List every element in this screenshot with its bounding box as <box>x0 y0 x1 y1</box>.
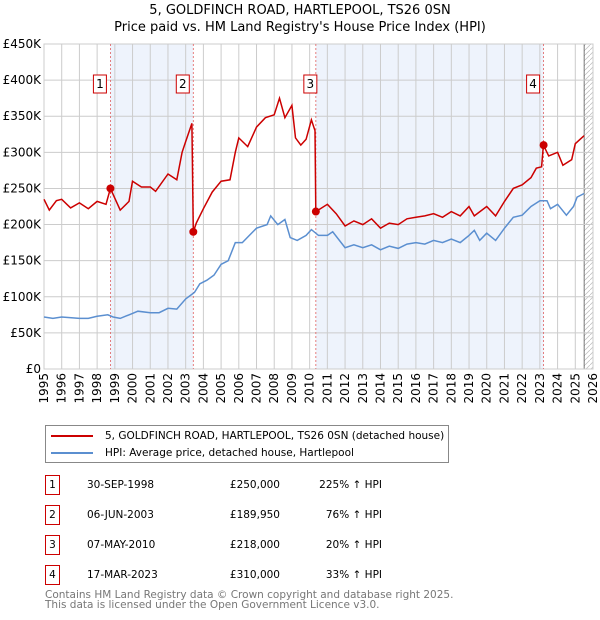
x-tick-label: 2009 <box>285 373 299 404</box>
y-tick-label: £400K <box>3 73 43 87</box>
sale-row: 3 07-MAY-2010 £218,000 20% ↑ HPI <box>45 535 465 555</box>
x-tick-label: 2021 <box>497 373 511 404</box>
property-price-line <box>43 95 585 233</box>
sale-number-badge: 1 <box>45 475 60 495</box>
x-tick-label: 2013 <box>356 373 370 404</box>
sale-price: £218,000 <box>229 539 280 551</box>
forecast-hatch <box>584 44 593 369</box>
sale-row: 2 06-JUN-2003 £189,950 76% ↑ HPI <box>45 505 465 525</box>
x-tick-label: 2000 <box>126 373 140 404</box>
sale-price: £250,000 <box>229 479 280 491</box>
plot-frame <box>43 43 594 370</box>
sale-number-badge: 4 <box>45 565 60 585</box>
x-tick-label: 1997 <box>72 373 86 404</box>
sale-label-number: 2 <box>179 77 187 91</box>
sale-hpi-change: 20% ↑ HPI <box>325 539 382 551</box>
legend-swatch-hpi <box>51 452 93 454</box>
sale-date: 30-SEP-1998 <box>87 479 155 491</box>
x-tick-label: 2002 <box>161 373 175 404</box>
x-tick-label: 2026 <box>586 373 600 404</box>
sale-label-box <box>526 74 541 94</box>
x-tick-label: 2004 <box>196 373 210 404</box>
sale-hpi-change: 76% ↑ HPI <box>325 509 382 521</box>
sale-label-box <box>175 74 190 94</box>
x-tick-label: 2010 <box>303 373 317 404</box>
x-tick-label: 1996 <box>55 373 69 404</box>
x-tick-label: 1999 <box>108 373 122 404</box>
x-tick-label: 2012 <box>338 373 352 404</box>
sale-point <box>539 141 548 150</box>
x-tick-label: 2020 <box>480 373 494 404</box>
sale-row: 1 30-SEP-1998 £250,000 225% ↑ HPI <box>45 475 465 495</box>
y-tick-label: £200K <box>3 218 43 232</box>
y-tick-label: £50K <box>10 326 42 340</box>
footer-line-2: This data is licensed under the Open Gov… <box>45 599 380 611</box>
x-tick-label: 1998 <box>90 373 104 404</box>
x-tick-label: 2017 <box>427 373 441 404</box>
y-tick-label: £100K <box>3 290 43 304</box>
sale-date: 17-MAR-2023 <box>87 569 158 581</box>
x-tick-label: 2003 <box>179 373 193 404</box>
x-tick-label: 1995 <box>37 373 51 404</box>
x-tick-label: 2024 <box>551 373 565 404</box>
chart-title: 5, GOLDFINCH ROAD, HARTLEPOOL, TS26 0SN <box>149 3 451 18</box>
y-tick-label: £250K <box>3 181 43 195</box>
sale-number-badge: 2 <box>45 505 60 525</box>
sale-hpi-change: 225% ↑ HPI <box>319 479 382 491</box>
y-tick-label: £300K <box>3 145 43 159</box>
x-tick-label: 2019 <box>462 373 476 404</box>
price-chart: £0 £50K £100K £150K £200K £250K £300K £350K £400… <box>3 37 600 404</box>
sale-date: 06-JUN-2003 <box>87 509 154 521</box>
y-tick-label: £150K <box>3 254 43 268</box>
sale-point <box>189 227 198 236</box>
chart-subtitle: Price paid vs. HM Land Registry's House … <box>114 20 486 35</box>
x-tick-label: 2005 <box>214 373 228 404</box>
y-tick-label: £450K <box>3 37 43 51</box>
y-tick-label: £350K <box>3 109 43 123</box>
legend-label-hpi: HPI: Average price, detached house, Hart… <box>105 447 354 459</box>
x-tick-label: 2015 <box>391 373 405 404</box>
x-tick-label: 2007 <box>250 373 264 404</box>
footer: Contains HM Land Registry data © Crown c… <box>45 589 454 611</box>
x-tick-label: 2006 <box>232 373 246 404</box>
x-tick-label: 2014 <box>373 373 387 404</box>
y-tick-label: £0 <box>26 362 41 376</box>
sale-label-number: 3 <box>307 77 315 91</box>
x-tick-label: 2025 <box>568 373 582 404</box>
sale-hpi-change: 33% ↑ HPI <box>325 569 382 581</box>
sale-row: 4 17-MAR-2023 £310,000 33% ↑ HPI <box>45 565 465 585</box>
sale-label-number: 4 <box>529 77 537 91</box>
sale-price: £189,950 <box>229 509 280 521</box>
footer-line-1: Contains HM Land Registry data © Crown c… <box>45 589 454 601</box>
sale-point <box>311 207 320 216</box>
sale-label-box <box>92 74 107 94</box>
x-tick-label: 2008 <box>267 373 281 404</box>
sale-number-badge: 3 <box>45 535 60 555</box>
x-tick-label: 2023 <box>533 373 547 404</box>
legend: 5, GOLDFINCH ROAD, HARTLEPOOL, TS26 0SN … <box>45 425 449 463</box>
x-tick-label: 2016 <box>409 373 423 404</box>
sale-label-number: 1 <box>96 77 104 91</box>
sale-point <box>106 184 115 193</box>
x-tick-label: 2001 <box>143 373 157 404</box>
x-tick-label: 2022 <box>515 373 529 404</box>
hpi-line <box>43 192 585 320</box>
sale-date: 07-MAY-2010 <box>87 539 156 551</box>
sale-label-box <box>303 74 318 94</box>
x-tick-label: 2018 <box>444 373 458 404</box>
shaded-period <box>315 44 544 369</box>
x-tick-label: 2011 <box>320 373 334 404</box>
sale-price: £310,000 <box>229 569 280 581</box>
legend-swatch-property <box>51 435 93 437</box>
legend-label-property: 5, GOLDFINCH ROAD, HARTLEPOOL, TS26 0SN … <box>105 430 445 442</box>
